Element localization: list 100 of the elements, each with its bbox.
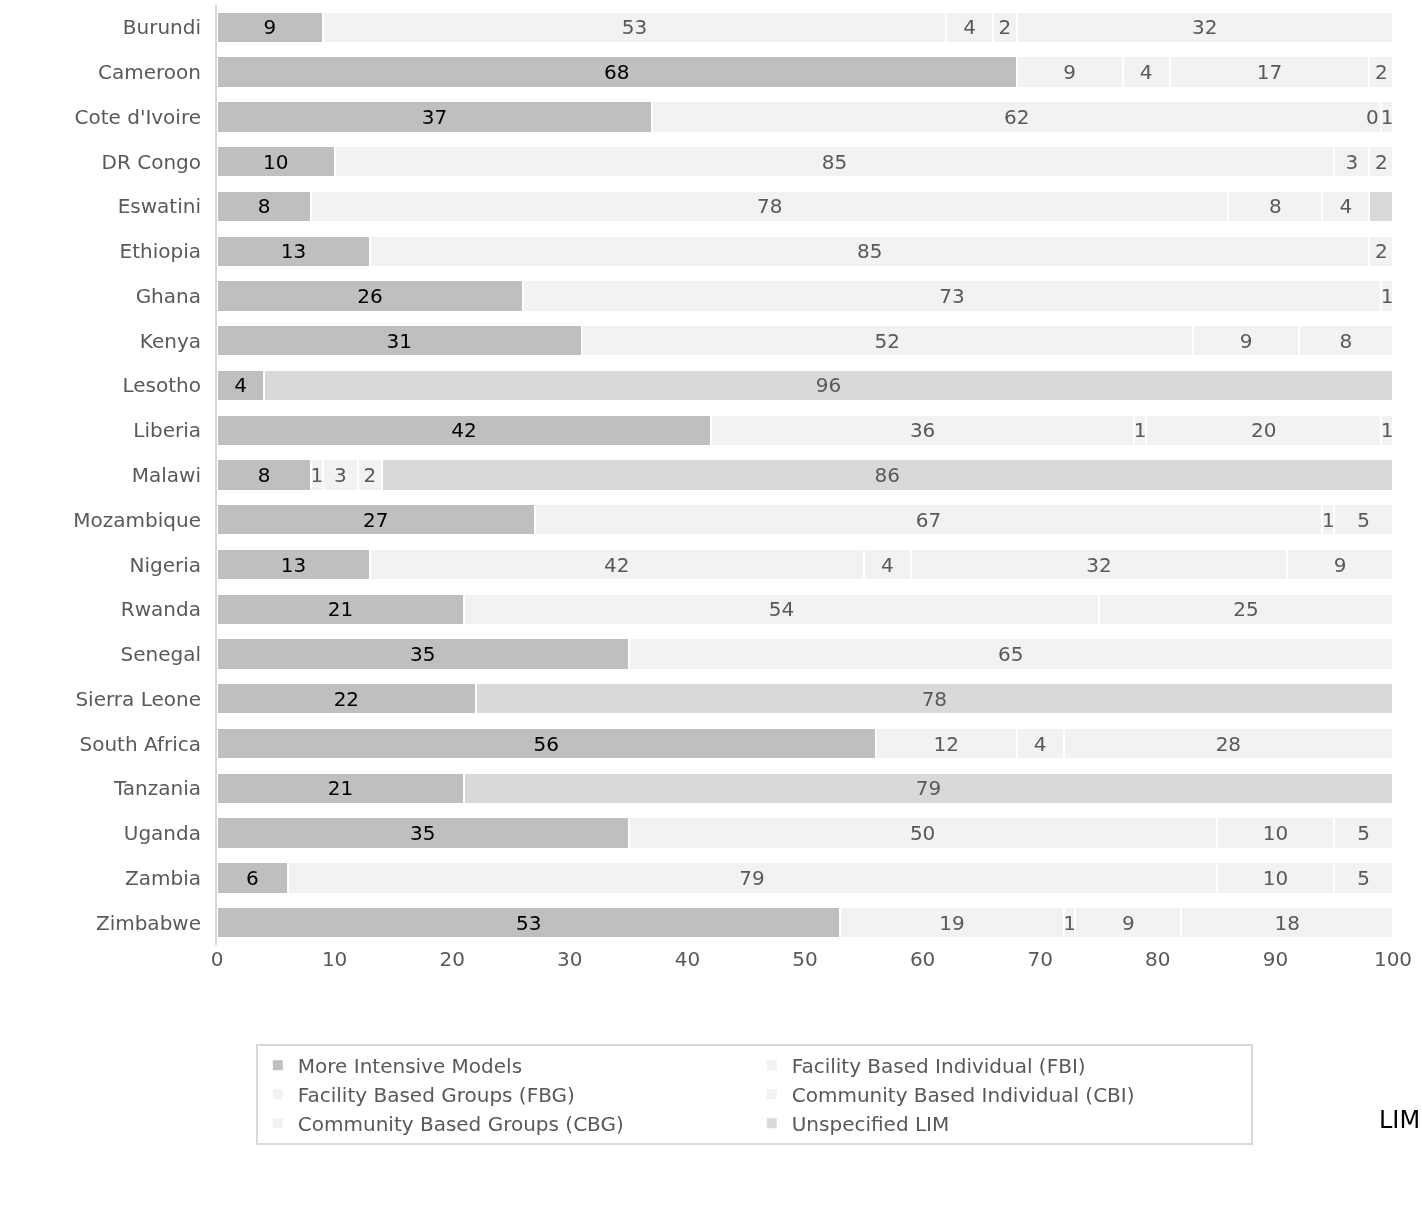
data-label: 96 <box>815 373 842 398</box>
data-label: 5 <box>1357 865 1370 890</box>
data-label: 1 <box>1133 418 1147 443</box>
y-tick-label: Ghana <box>135 283 201 308</box>
data-label: 68 <box>604 60 630 85</box>
data-label: 37 <box>421 104 448 129</box>
text: LIM <box>1379 1106 1421 1134</box>
data-label: 42 <box>604 552 630 577</box>
x-tick-label: 40 <box>674 947 701 971</box>
x-tick-label: 100 <box>1373 947 1413 971</box>
data-label: 13 <box>280 239 307 264</box>
data-label: 4 <box>1139 60 1153 85</box>
y-tick-label: Senegal <box>120 642 201 667</box>
data-label: 8 <box>257 194 271 219</box>
data-label: 9 <box>1122 910 1135 935</box>
data-label: 5 <box>1357 821 1370 846</box>
data-label: 17 <box>1256 60 1283 85</box>
y-tick-label: Ethiopia <box>119 239 201 264</box>
y-tick-label: Eswatini <box>117 194 201 219</box>
y-tick-label: Kenya <box>139 328 201 353</box>
y-tick-label: Burundi <box>122 15 201 40</box>
y-tick-label: Cameroon <box>98 60 201 85</box>
data-label: 85 <box>821 149 848 174</box>
x-tick-label: 50 <box>792 947 818 971</box>
legend-label: Community Based Groups (CBG) <box>297 1112 624 1136</box>
data-label: 1 <box>1380 283 1394 308</box>
data-label: 8 <box>257 463 271 487</box>
data-label: 0 <box>1366 105 1379 129</box>
x-tick-label: 10 <box>321 947 348 971</box>
x-tick-label: 20 <box>439 947 465 971</box>
data-label: 1 <box>1380 104 1394 129</box>
y-tick-label: Nigeria <box>129 552 201 577</box>
data-label: 19 <box>939 910 965 935</box>
y-tick-label: Malawi <box>131 463 201 487</box>
data-label: 31 <box>386 328 413 353</box>
y-tick-label: Zimbabwe <box>95 910 201 935</box>
data-label: 1 <box>1063 910 1076 935</box>
data-label: 1 <box>310 463 324 487</box>
y-tick-label: Lesotho <box>122 373 201 398</box>
legend-label: Facility Based Groups (FBG) <box>297 1083 575 1107</box>
data-label: 2 <box>1374 60 1388 85</box>
y-tick-label: Uganda <box>123 821 201 846</box>
data-label: 79 <box>739 865 765 890</box>
data-label: 4 <box>234 373 247 398</box>
data-label: 86 <box>874 463 901 487</box>
y-tick-label: Sierra Leone <box>75 686 201 711</box>
data-label: 5 <box>1357 507 1370 532</box>
data-label: 42 <box>451 418 477 443</box>
data-label: 28 <box>1215 731 1242 756</box>
data-label: 25 <box>1233 597 1259 622</box>
data-label: 26 <box>357 283 383 308</box>
data-label: 50 <box>909 821 936 846</box>
data-label: 12 <box>933 731 959 756</box>
y-tick-label: Zambia <box>125 865 201 890</box>
data-label: 35 <box>410 821 436 846</box>
data-label: 2 <box>998 15 1012 40</box>
y-tick-label: Liberia <box>133 418 201 443</box>
data-label: 20 <box>1250 418 1277 443</box>
data-label: 52 <box>874 328 901 353</box>
data-label: 1 <box>1380 418 1394 443</box>
data-label: 4 <box>880 552 894 577</box>
y-tick-label: Rwanda <box>120 597 201 622</box>
y-tick-label: DR Congo <box>101 149 201 174</box>
data-label: 1 <box>1321 507 1335 532</box>
legend-label: Facility Based Individual (FBI) <box>791 1054 1086 1078</box>
x-tick-label: 0 <box>210 947 224 971</box>
data-label: 65 <box>998 642 1024 667</box>
data-label: 73 <box>939 283 965 308</box>
data-label: 22 <box>333 686 360 711</box>
x-tick-label: 70 <box>1027 947 1053 971</box>
y-tick-label: Mozambique <box>73 507 201 532</box>
data-label: 54 <box>768 597 795 622</box>
y-tick-label: South Africa <box>79 731 201 756</box>
data-label: 78 <box>921 686 948 711</box>
data-label: 21 <box>327 597 354 622</box>
x-tick-label: 90 <box>1262 947 1289 971</box>
data-label: 85 <box>856 239 883 264</box>
data-label: 10 <box>1262 865 1289 890</box>
data-label: 2 <box>1374 149 1388 174</box>
data-label: 10 <box>263 149 289 174</box>
data-label: 8 <box>1269 194 1282 219</box>
y-tick-label: Tanzania <box>112 776 201 801</box>
legend-label: Community Based Individual (CBI) <box>791 1083 1135 1107</box>
data-label: 10 <box>1262 821 1289 846</box>
data-label: 2 <box>363 463 377 487</box>
data-label: 6 <box>245 865 259 890</box>
data-label: 9 <box>263 15 277 40</box>
x-tick-label: 60 <box>909 947 936 971</box>
data-label: 18 <box>1274 910 1300 935</box>
data-label: 36 <box>909 418 936 443</box>
x-tick-label: 80 <box>1145 947 1171 971</box>
data-label: 3 <box>334 463 347 487</box>
data-label: 4 <box>1033 731 1047 756</box>
legend-label: More Intensive Models <box>297 1054 523 1078</box>
data-label: 62 <box>1003 104 1030 129</box>
data-label: 13 <box>280 552 307 577</box>
data-label: 35 <box>410 642 436 667</box>
data-label: 67 <box>915 507 942 532</box>
data-label: 9 <box>1063 60 1076 85</box>
x-tick-label: 30 <box>557 947 583 971</box>
